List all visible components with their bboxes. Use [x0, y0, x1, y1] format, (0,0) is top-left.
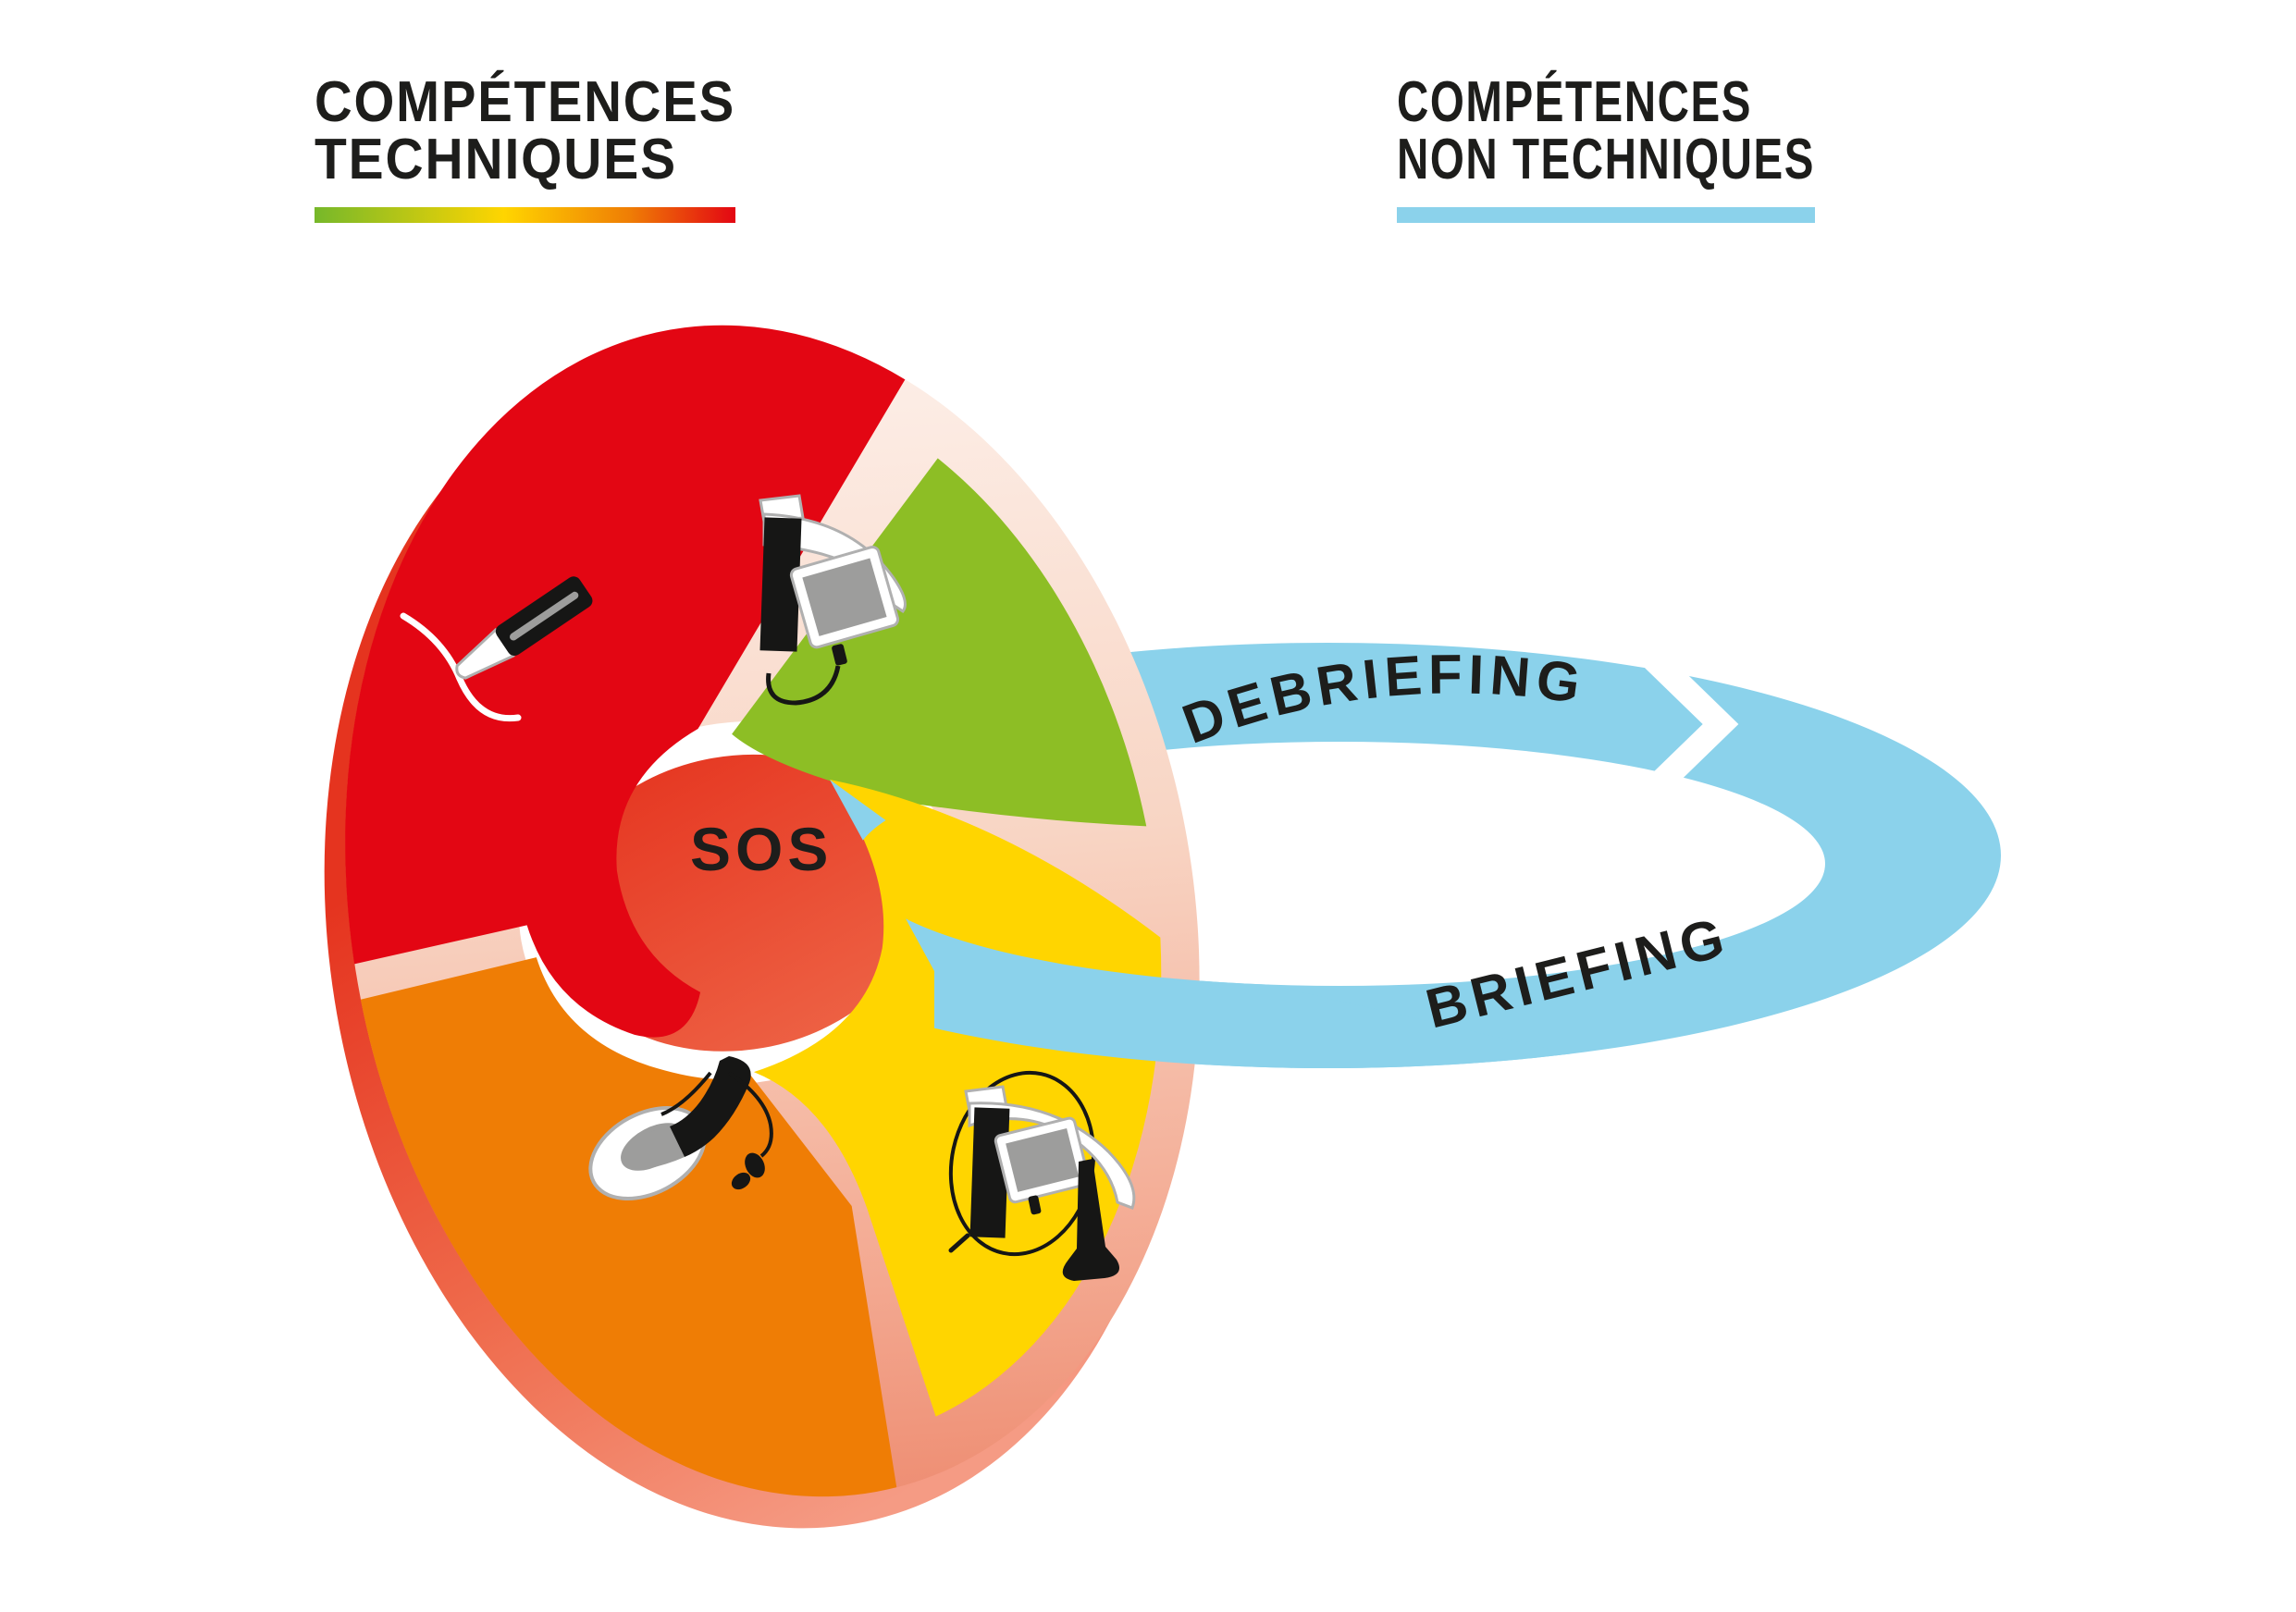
- laryngeal-mask-icon: [588, 1056, 773, 1201]
- video-laryngoscope-icon: [759, 494, 907, 706]
- non-technical-title-line2: NON TECHNIQUES: [1397, 128, 1815, 191]
- sos-label: SOS: [690, 815, 833, 883]
- screen-display: [1003, 1126, 1081, 1195]
- mask-cone: [635, 1126, 685, 1169]
- technical-gradient-underline: [315, 207, 735, 223]
- fiberscope-tail: [948, 1233, 970, 1253]
- screen-display: [799, 556, 890, 639]
- segment-yellow: [753, 780, 1162, 1417]
- scalpel-blade: [455, 627, 515, 680]
- scalpel-icon: [400, 576, 593, 722]
- non-technical-title-line1: COMPÉTENCES: [1397, 70, 1752, 134]
- technical-skills-wheel: [324, 325, 1200, 1529]
- loop-arrow-gap: [1644, 649, 1739, 799]
- pilot-line: [660, 1071, 773, 1158]
- screen-plug: [1028, 1195, 1042, 1215]
- pilot-valve: [731, 1172, 751, 1190]
- technical-title-line2: TECHNIQUES: [315, 128, 677, 191]
- scalpel-handle-stripe: [510, 591, 579, 641]
- bougie: [1062, 1159, 1120, 1281]
- pilot-balloon: [745, 1152, 765, 1178]
- technical-title-line1: COMPÉTENCES: [315, 70, 735, 134]
- non-technical-underline: [1397, 207, 1815, 223]
- airway-tube: [670, 1056, 751, 1157]
- technical-skills-heading: COMPÉTENCES TECHNIQUES: [315, 70, 735, 223]
- non-technical-skills-heading: COMPÉTENCES NON TECHNIQUES: [1397, 70, 1815, 223]
- incision-line: [400, 612, 522, 722]
- cable: [766, 665, 841, 706]
- handle: [759, 517, 802, 652]
- laryngoscope-bougie-icon: [948, 1070, 1136, 1281]
- segment-orange: [360, 957, 897, 1497]
- segment-green: [732, 458, 1147, 827]
- screen-plug: [832, 644, 847, 666]
